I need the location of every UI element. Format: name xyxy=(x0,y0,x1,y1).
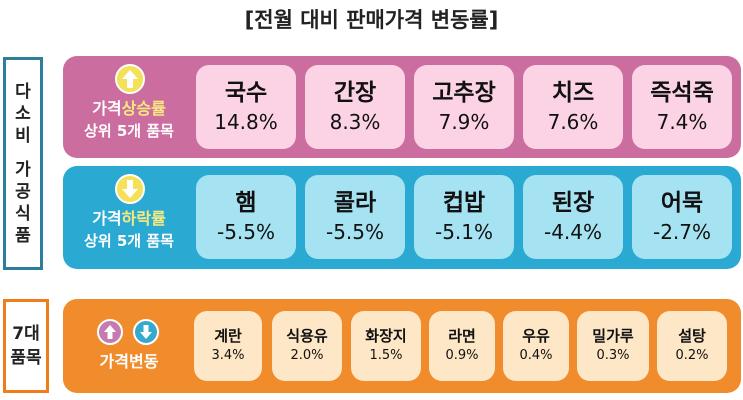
falling-label-prefix: 가격 xyxy=(92,209,122,228)
page-title: [전월 대비 판매가격 변동률] xyxy=(244,8,499,32)
falling-item-card: 햄 -5.5% xyxy=(196,175,296,259)
side-char: 식 xyxy=(15,203,31,224)
rising-item-card: 간장 8.3% xyxy=(305,65,405,149)
side-char: 가 xyxy=(15,159,31,180)
item-name: 즉석죽 xyxy=(650,80,714,106)
falling-label-sub: 상위 5개 품목 xyxy=(84,232,174,250)
rising-label-highlight: 상승률 xyxy=(121,99,166,118)
rising-label-sub: 상위 5개 품목 xyxy=(84,122,174,140)
side-char: 품 xyxy=(15,225,31,246)
item-value: -5.5% xyxy=(325,220,385,244)
rising-item-card: 즉석죽 7.4% xyxy=(632,65,732,149)
item-name: 라면 xyxy=(448,327,476,345)
item-value: -2.7% xyxy=(652,220,712,244)
arrow-down-icon xyxy=(133,319,159,345)
item-name: 컵밥 xyxy=(442,190,486,216)
item-name: 어묵 xyxy=(660,190,704,216)
seven-item-card: 우유 0.4% xyxy=(503,311,569,381)
seven-item-card: 화장지 1.5% xyxy=(351,311,421,381)
item-value: -5.1% xyxy=(434,220,494,244)
item-value: 3.4% xyxy=(211,348,245,363)
side-line: 품목 xyxy=(10,348,42,368)
item-value: 1.5% xyxy=(369,348,403,363)
item-value: 0.4% xyxy=(519,348,553,363)
rising-label-prefix: 가격 xyxy=(92,99,122,118)
item-name: 밀가루 xyxy=(592,327,634,345)
side-char: 공 xyxy=(15,181,31,202)
rising-item-card: 고추장 7.9% xyxy=(414,65,514,149)
item-value: 14.8% xyxy=(214,110,278,134)
item-value: 7.6% xyxy=(547,110,599,134)
seven-item-card: 식용유 2.0% xyxy=(272,311,342,381)
item-value: 0.3% xyxy=(596,348,630,363)
item-name: 설탕 xyxy=(678,327,706,345)
item-value: -4.4% xyxy=(543,220,603,244)
item-name: 계란 xyxy=(214,327,242,345)
item-name: 햄 xyxy=(235,190,257,216)
side-char: 다 xyxy=(15,81,31,102)
item-value: 0.2% xyxy=(675,348,709,363)
falling-label: 가격하락률 상위 5개 품목 xyxy=(68,208,190,252)
falling-item-card: 컵밥 -5.1% xyxy=(414,175,514,259)
seven-label: 가격변동 xyxy=(99,352,159,371)
item-name: 콜라 xyxy=(333,190,377,216)
seven-item-card: 밀가루 0.3% xyxy=(577,311,649,381)
item-name: 화장지 xyxy=(365,327,407,345)
falling-item-card: 콜라 -5.5% xyxy=(305,175,405,259)
item-value: 0.9% xyxy=(445,348,479,363)
item-value: -5.5% xyxy=(216,220,276,244)
falling-item-card: 어묵 -2.7% xyxy=(632,175,732,259)
falling-label-highlight: 하락률 xyxy=(121,209,166,228)
processed-food-label: 다 소 비 가 공 식 품 xyxy=(3,57,43,270)
item-name: 고추장 xyxy=(432,80,496,106)
arrow-up-icon xyxy=(115,64,145,94)
side-char: 비 xyxy=(15,125,31,146)
item-name: 우유 xyxy=(522,327,550,345)
item-name: 식용유 xyxy=(286,327,328,345)
falling-item-card: 된장 -4.4% xyxy=(523,175,623,259)
item-name: 치즈 xyxy=(551,80,595,106)
side-char: 소 xyxy=(15,103,31,124)
item-value: 7.4% xyxy=(656,110,708,134)
item-value: 8.3% xyxy=(329,110,381,134)
seven-item-card: 설탕 0.2% xyxy=(657,311,727,381)
item-name: 간장 xyxy=(333,80,377,106)
arrow-up-icon xyxy=(97,319,123,345)
seven-item-card: 라면 0.9% xyxy=(429,311,495,381)
item-name: 국수 xyxy=(224,80,268,106)
rising-label: 가격상승률 상위 5개 품목 xyxy=(68,98,190,142)
rising-item-card: 국수 14.8% xyxy=(196,65,296,149)
side-line: 7대 xyxy=(12,324,40,344)
seven-items-label: 7대 품목 xyxy=(3,299,49,393)
arrow-down-icon xyxy=(115,174,145,204)
rising-item-card: 치즈 7.6% xyxy=(523,65,623,149)
item-name: 된장 xyxy=(551,190,595,216)
item-value: 7.9% xyxy=(438,110,490,134)
seven-item-card: 계란 3.4% xyxy=(194,311,262,381)
item-value: 2.0% xyxy=(290,348,324,363)
